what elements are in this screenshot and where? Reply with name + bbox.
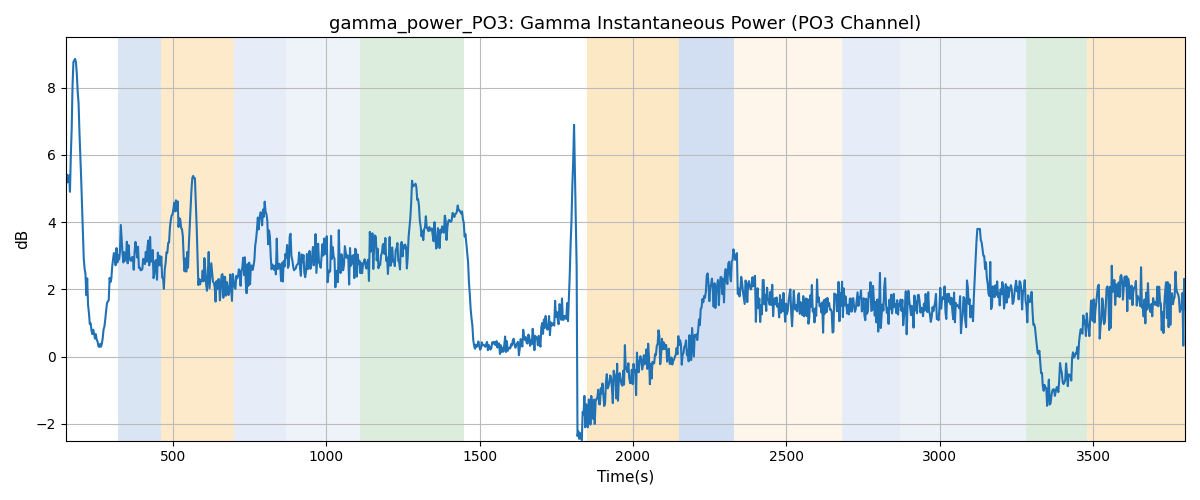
Bar <box>1026 38 1087 440</box>
Bar <box>1087 38 1186 440</box>
Bar <box>679 38 734 440</box>
Bar <box>118 38 161 440</box>
Bar <box>587 38 679 440</box>
Bar <box>734 38 841 440</box>
Bar <box>234 38 287 440</box>
Bar <box>360 38 464 440</box>
Bar <box>161 38 234 440</box>
X-axis label: Time(s): Time(s) <box>596 470 654 485</box>
Y-axis label: dB: dB <box>16 229 30 249</box>
Bar <box>841 38 900 440</box>
Title: gamma_power_PO3: Gamma Instantaneous Power (PO3 Channel): gamma_power_PO3: Gamma Instantaneous Pow… <box>329 15 922 34</box>
Bar <box>287 38 360 440</box>
Bar <box>964 38 1026 440</box>
Bar <box>900 38 964 440</box>
